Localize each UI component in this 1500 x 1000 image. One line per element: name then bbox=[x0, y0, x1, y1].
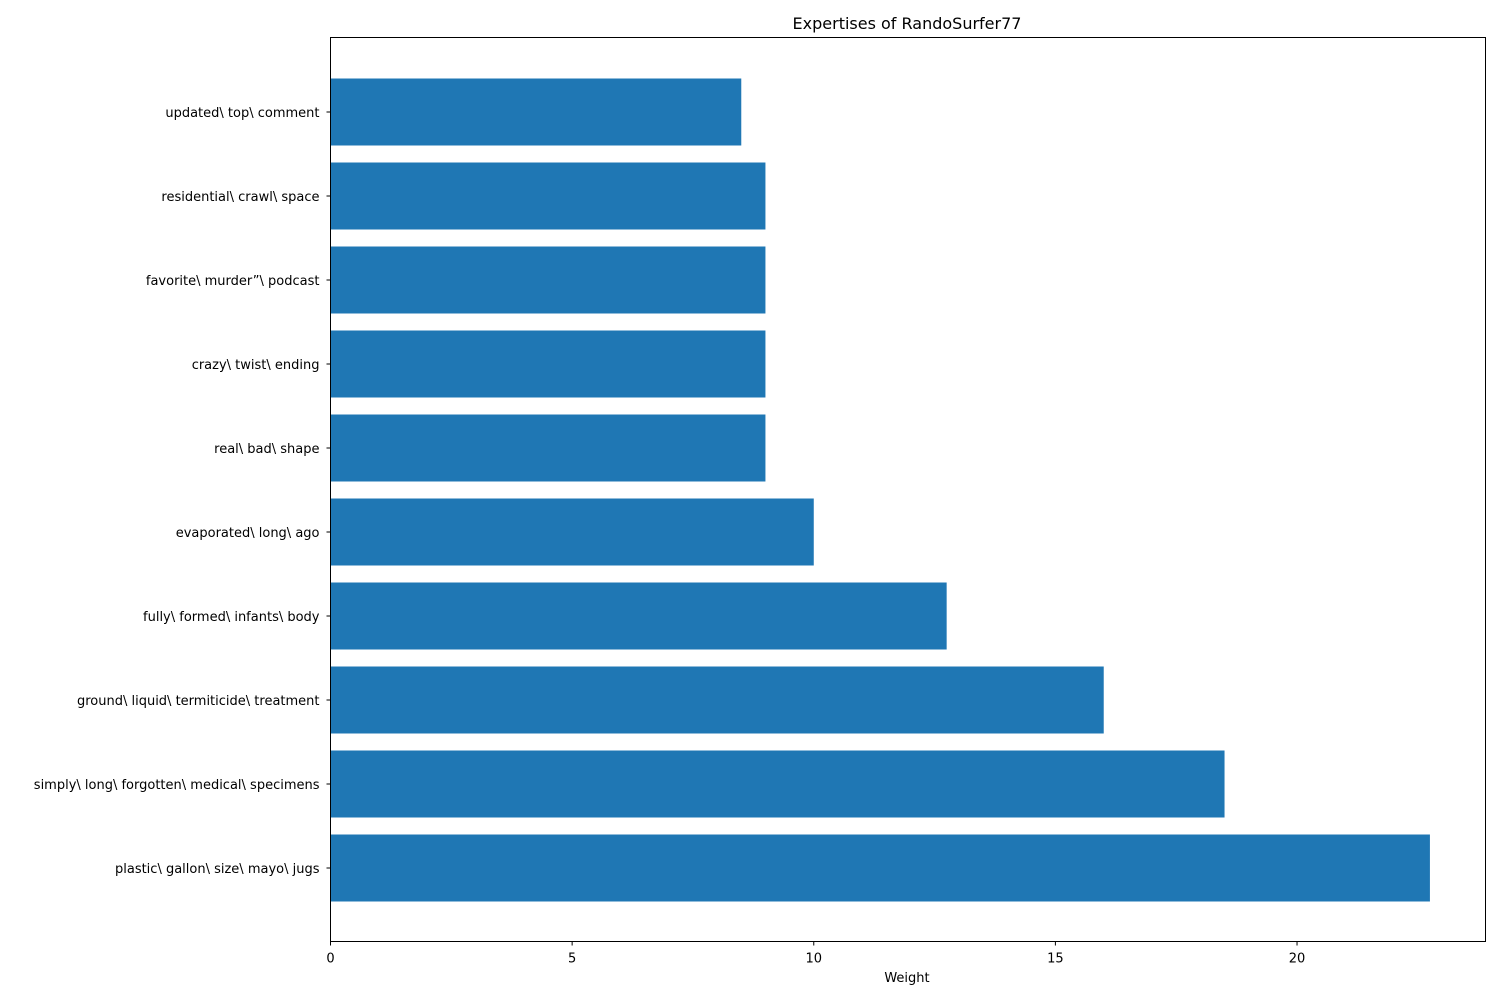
y-tick-label: favorite\ murder”\ podcast bbox=[146, 274, 320, 289]
x-axis-label: Weight bbox=[884, 971, 929, 986]
chart-title: Expertises of RandoSurfer77 bbox=[793, 14, 1022, 33]
bar bbox=[330, 330, 766, 398]
y-tick-label: real\ bad\ shape bbox=[214, 442, 319, 457]
y-tick-label: evaporated\ long\ ago bbox=[176, 526, 320, 541]
x-axis-ticks: 0 5 10 15 20 bbox=[326, 941, 1306, 967]
bar bbox=[330, 498, 814, 566]
bar bbox=[330, 582, 947, 650]
y-tick-label: residential\ crawl\ space bbox=[161, 190, 319, 205]
y-tick-label: ground\ liquid\ termiticide\ treatment bbox=[77, 694, 320, 709]
bar bbox=[330, 78, 742, 146]
y-axis-ticks: updated\ top\ comment residential\ crawl\… bbox=[34, 106, 331, 877]
bar bbox=[330, 162, 766, 230]
y-tick-label: plastic\ gallon\ size\ mayo\ jugs bbox=[115, 862, 320, 877]
bar bbox=[330, 750, 1225, 818]
y-tick-label: fully\ formed\ infants\ body bbox=[143, 610, 320, 625]
bars-group bbox=[330, 78, 1430, 902]
bar bbox=[330, 246, 766, 314]
x-tick-label: 15 bbox=[1047, 952, 1064, 967]
x-tick-label: 20 bbox=[1289, 952, 1306, 967]
x-tick-label: 5 bbox=[568, 952, 576, 967]
y-tick-label: crazy\ twist\ ending bbox=[192, 358, 320, 373]
plot-frame bbox=[330, 37, 1486, 942]
y-tick-label: updated\ top\ comment bbox=[165, 106, 319, 121]
bar bbox=[330, 666, 1104, 734]
bar bbox=[330, 834, 1430, 902]
bar bbox=[330, 414, 766, 482]
x-tick-label: 10 bbox=[805, 952, 822, 967]
x-tick-label: 0 bbox=[326, 952, 334, 967]
y-tick-label: simply\ long\ forgotten\ medical\ specim… bbox=[34, 778, 320, 793]
